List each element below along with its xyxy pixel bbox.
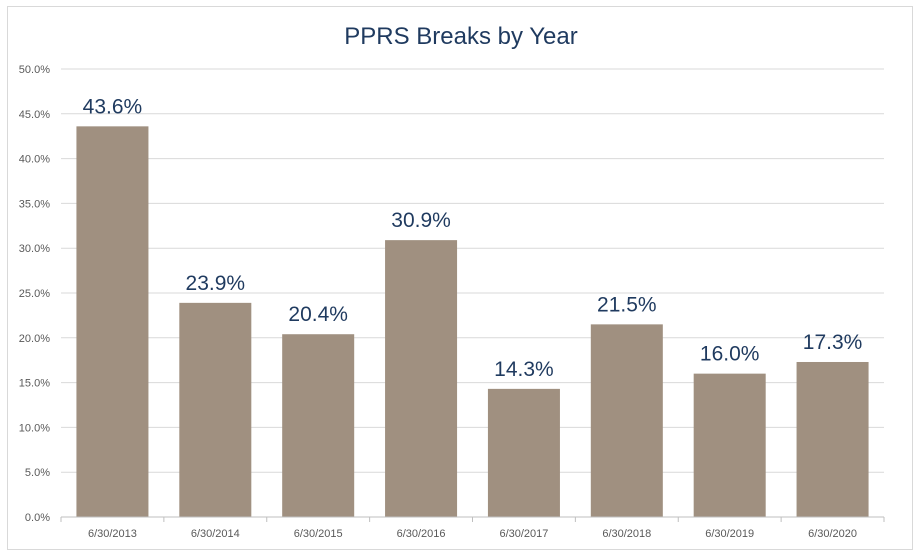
x-tick-label: 6/30/2020 bbox=[808, 528, 857, 540]
y-tick-label: 50.0% bbox=[19, 64, 50, 76]
bar bbox=[797, 362, 869, 517]
x-tick-label: 6/30/2013 bbox=[88, 528, 137, 540]
bar bbox=[591, 324, 663, 517]
bar bbox=[282, 334, 354, 517]
x-tick-label: 6/30/2014 bbox=[191, 528, 240, 540]
y-tick-label: 20.0% bbox=[19, 333, 50, 345]
data-label: 16.0% bbox=[700, 343, 760, 366]
x-tick-label: 6/30/2019 bbox=[705, 528, 754, 540]
x-tick-label: 6/30/2015 bbox=[294, 528, 343, 540]
bar bbox=[694, 374, 766, 517]
bar-layer bbox=[76, 126, 868, 517]
bar bbox=[179, 303, 251, 517]
y-tick-label: 45.0% bbox=[19, 109, 50, 121]
data-label: 21.5% bbox=[597, 293, 657, 316]
y-tick-label: 10.0% bbox=[19, 422, 50, 434]
data-label: 30.9% bbox=[391, 209, 451, 232]
bar bbox=[385, 240, 457, 517]
y-tick-label: 5.0% bbox=[25, 467, 50, 479]
x-tick-label: 6/30/2018 bbox=[602, 528, 651, 540]
data-label: 14.3% bbox=[494, 358, 554, 381]
y-tick-label: 15.0% bbox=[19, 378, 50, 390]
data-label: 20.4% bbox=[288, 303, 348, 326]
y-tick-label: 40.0% bbox=[19, 154, 50, 166]
y-tick-label: 35.0% bbox=[19, 198, 50, 210]
bar bbox=[488, 389, 560, 517]
bar bbox=[76, 126, 148, 517]
data-label: 23.9% bbox=[186, 272, 246, 295]
x-tick-label: 6/30/2017 bbox=[499, 528, 548, 540]
y-tick-label: 30.0% bbox=[19, 243, 50, 255]
y-tick-label: 0.0% bbox=[25, 512, 50, 524]
chart-title: PPRS Breaks by Year bbox=[344, 23, 577, 50]
y-tick-label: 25.0% bbox=[19, 288, 50, 300]
data-label: 43.6% bbox=[83, 95, 143, 118]
x-tick-label: 6/30/2016 bbox=[397, 528, 446, 540]
data-label: 17.3% bbox=[803, 331, 863, 354]
